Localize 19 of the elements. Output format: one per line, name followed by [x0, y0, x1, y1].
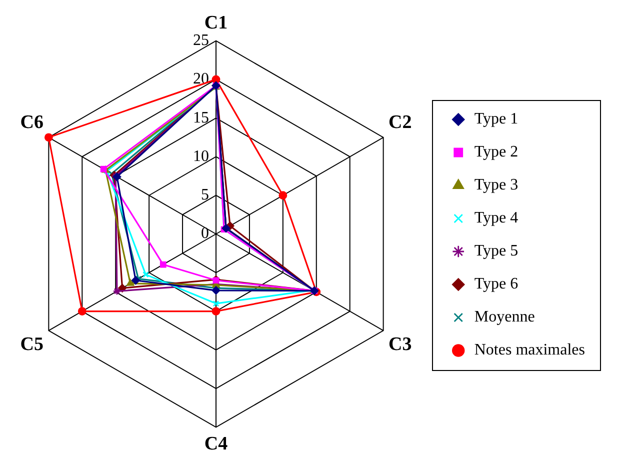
y-tick-label: 25 [193, 32, 209, 50]
legend-label: Type 6 [474, 276, 518, 293]
y-tick-label: 15 [193, 109, 209, 126]
spoke-label: C3 [388, 334, 412, 355]
legend-label: Type 1 [474, 110, 518, 128]
spoke-label: C6 [20, 112, 44, 133]
legend-label: Moyenne [474, 308, 535, 326]
y-tick-label: 0 [201, 225, 209, 242]
legend-label: Type 3 [474, 176, 518, 194]
legend-label: Type 2 [474, 144, 518, 161]
spoke-label: C4 [204, 434, 228, 455]
spoke-label: C1 [204, 12, 228, 34]
legend-label: Type 4 [474, 210, 518, 227]
y-tick-label: 10 [193, 148, 209, 165]
y-tick-label: 5 [201, 186, 209, 204]
spoke-label: C2 [388, 112, 412, 133]
spoke-label: C5 [20, 334, 44, 355]
legend-label: Notes maximales [474, 342, 585, 359]
legend-label: Type 5 [474, 242, 518, 260]
